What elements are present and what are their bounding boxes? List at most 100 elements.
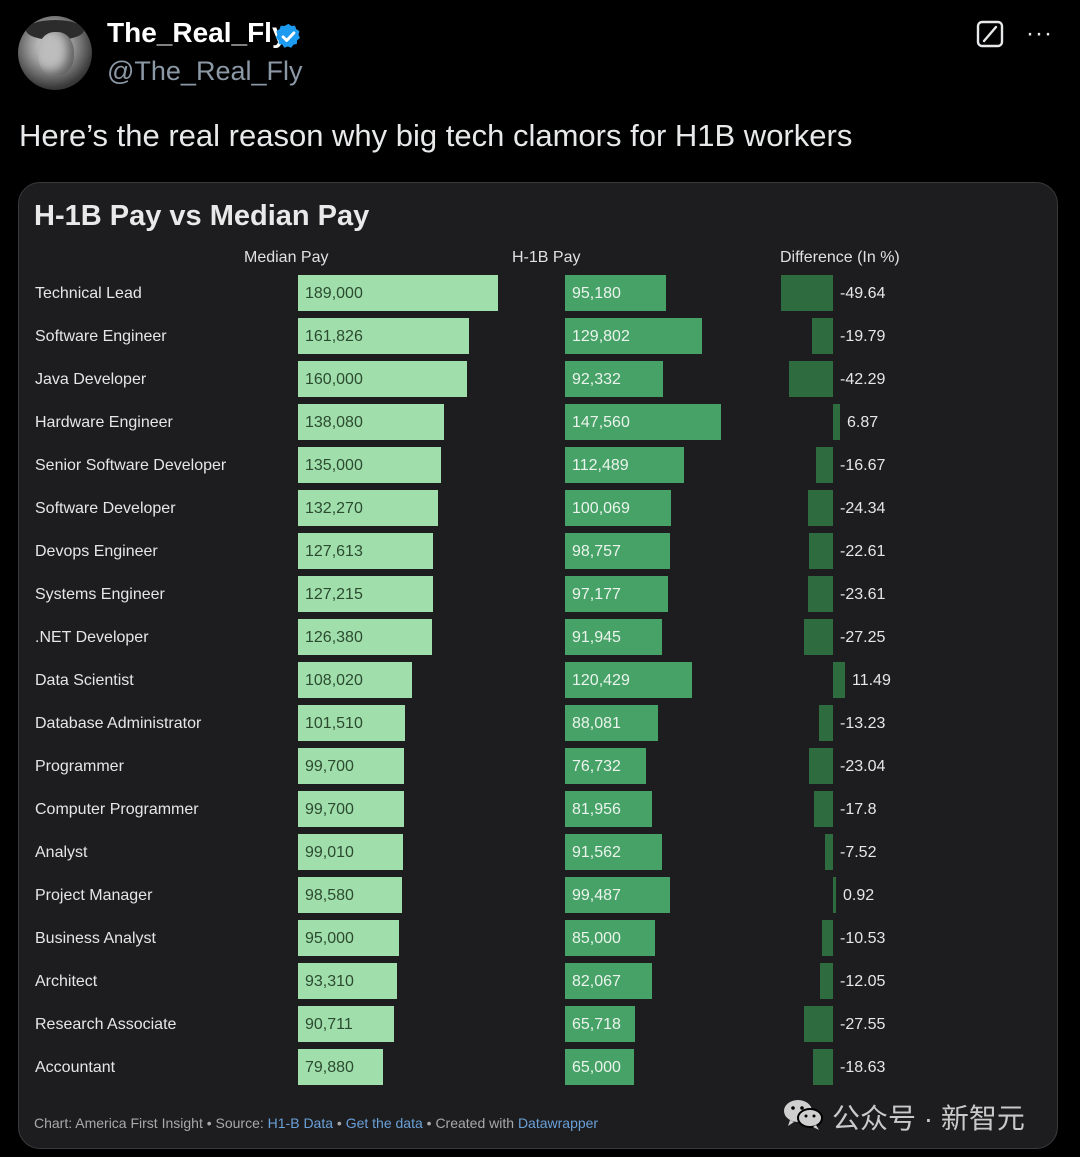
- median-pay-bar: 160,000: [298, 361, 467, 397]
- h1b-pay-bar: 129,802: [565, 318, 702, 354]
- difference-value: -18.63: [840, 1059, 886, 1076]
- median-pay-value: 132,270: [305, 500, 363, 517]
- median-pay-bar: 90,711: [298, 1006, 394, 1042]
- difference-bar: [822, 920, 833, 956]
- median-pay-bar: 138,080: [298, 404, 444, 440]
- h1b-pay-bar: 147,560: [565, 404, 721, 440]
- table-row: Project Manager 98,580 99,487 0.92: [19, 876, 1057, 919]
- h1b-pay-value: 112,489: [572, 457, 629, 474]
- row-label: Hardware Engineer: [35, 414, 173, 431]
- h1b-pay-bar: 95,180: [565, 275, 666, 311]
- row-label: Data Scientist: [35, 672, 134, 689]
- table-row: Systems Engineer 127,215 97,177 -23.61: [19, 575, 1057, 618]
- difference-bar: [825, 834, 833, 870]
- median-pay-bar: 127,215: [298, 576, 433, 612]
- difference-bar: [820, 963, 833, 999]
- median-pay-value: 95,000: [305, 930, 354, 947]
- h1b-pay-value: 88,081: [572, 715, 621, 732]
- h1b-pay-bar: 85,000: [565, 920, 655, 956]
- row-label: Accountant: [35, 1059, 116, 1076]
- difference-bar: [833, 404, 840, 440]
- more-options-icon[interactable]: ···: [1026, 20, 1053, 47]
- footer-credit: Chart: America First Insight • Source:: [34, 1115, 268, 1131]
- median-pay-bar: 93,310: [298, 963, 397, 999]
- h1b-pay-value: 98,757: [572, 543, 621, 560]
- row-label: Project Manager: [35, 887, 153, 904]
- row-label: Software Developer: [35, 500, 176, 517]
- h1b-pay-bar: 91,945: [565, 619, 662, 655]
- median-pay-value: 108,020: [305, 672, 363, 689]
- table-row: Research Associate 90,711 65,718 -27.55: [19, 1005, 1057, 1048]
- difference-bar: [804, 1006, 833, 1042]
- chart-image[interactable]: H-1B Pay vs Median Pay Median Pay H-1B P…: [18, 182, 1058, 1149]
- h1b-pay-value: 147,560: [572, 414, 630, 431]
- row-label: Java Developer: [35, 371, 147, 388]
- median-pay-bar: 189,000: [298, 275, 498, 311]
- get-data-link[interactable]: Get the data: [345, 1115, 423, 1131]
- median-pay-bar: 99,010: [298, 834, 403, 870]
- source-link[interactable]: H1-B Data: [267, 1115, 334, 1131]
- difference-value: -19.79: [840, 328, 886, 345]
- h1b-pay-value: 81,956: [572, 801, 621, 818]
- median-pay-value: 138,080: [305, 414, 363, 431]
- median-pay-value: 135,000: [305, 457, 363, 474]
- median-pay-value: 127,215: [305, 586, 363, 603]
- h1b-pay-value: 91,945: [572, 629, 621, 646]
- h1b-pay-bar: 88,081: [565, 705, 658, 741]
- difference-value: -16.67: [840, 457, 886, 474]
- median-pay-value: 99,010: [305, 844, 354, 861]
- footer-created: • Created with: [422, 1115, 518, 1131]
- footer-separator: •: [333, 1115, 346, 1131]
- median-pay-value: 189,000: [305, 285, 363, 302]
- difference-bar: [812, 318, 833, 354]
- h1b-pay-value: 100,069: [572, 500, 630, 517]
- table-row: Programmer 99,700 76,732 -23.04: [19, 747, 1057, 790]
- median-pay-value: 101,510: [305, 715, 363, 732]
- table-row: Software Engineer 161,826 129,802 -19.79: [19, 317, 1057, 360]
- avatar[interactable]: [18, 16, 92, 90]
- row-label: .NET Developer: [35, 629, 149, 646]
- difference-value: -24.34: [840, 500, 886, 517]
- median-pay-value: 161,826: [305, 328, 363, 345]
- difference-value: -42.29: [840, 371, 886, 388]
- difference-bar: [819, 705, 833, 741]
- grok-icon[interactable]: [976, 20, 1004, 48]
- column-header-difference: Difference (In %): [780, 249, 900, 266]
- median-pay-bar: 99,700: [298, 791, 404, 827]
- median-pay-value: 99,700: [305, 758, 354, 775]
- row-label: Technical Lead: [35, 285, 142, 302]
- row-label: Architect: [35, 973, 98, 990]
- median-pay-value: 160,000: [305, 371, 363, 388]
- row-label: Analyst: [35, 844, 88, 861]
- median-pay-bar: 79,880: [298, 1049, 383, 1085]
- h1b-pay-bar: 81,956: [565, 791, 652, 827]
- table-row: Senior Software Developer 135,000 112,489 -…: [19, 446, 1057, 489]
- median-pay-bar: 108,020: [298, 662, 412, 698]
- median-pay-bar: 101,510: [298, 705, 405, 741]
- table-row: Software Developer 132,270 100,069 -24.34: [19, 489, 1057, 532]
- user-handle[interactable]: @The_Real_Fly: [107, 56, 303, 86]
- difference-bar: [809, 533, 833, 569]
- datawrapper-link[interactable]: Datawrapper: [517, 1115, 599, 1131]
- display-name[interactable]: The_Real_Fly: [107, 17, 288, 48]
- table-row: Business Analyst 95,000 85,000 -10.53: [19, 919, 1057, 962]
- h1b-pay-bar: 91,562: [565, 834, 662, 870]
- h1b-pay-value: 82,067: [572, 973, 621, 990]
- h1b-pay-bar: 65,718: [565, 1006, 635, 1042]
- row-label: Business Analyst: [35, 930, 156, 947]
- difference-bar: [781, 275, 833, 311]
- verified-badge-icon: [275, 23, 300, 48]
- median-pay-value: 127,613: [305, 543, 363, 560]
- table-row: Technical Lead 189,000 95,180 -49.64: [19, 274, 1057, 317]
- h1b-pay-bar: 82,067: [565, 963, 652, 999]
- h1b-pay-bar: 65,000: [565, 1049, 634, 1085]
- table-row: Data Scientist 108,020 120,429 11.49: [19, 661, 1057, 704]
- chart-footer: Chart: America First Insight • Source: H…: [34, 1115, 598, 1131]
- median-pay-bar: 161,826: [298, 318, 469, 354]
- table-row: Accountant 79,880 65,000 -18.63: [19, 1048, 1057, 1091]
- median-pay-value: 98,580: [305, 887, 354, 904]
- difference-value: -22.61: [840, 543, 886, 560]
- difference-bar: [813, 1049, 833, 1085]
- median-pay-value: 126,380: [305, 629, 363, 646]
- h1b-pay-value: 92,332: [572, 371, 621, 388]
